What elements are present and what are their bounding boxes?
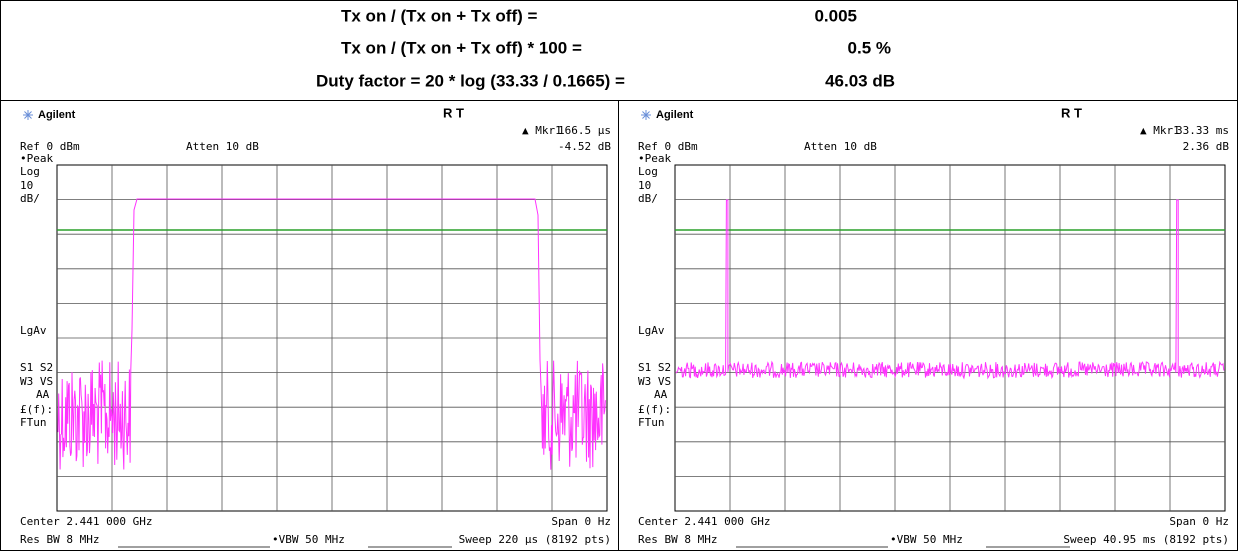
- formula-label: Duty factor = 20 * log (33.33 / 0.1665) …: [316, 71, 625, 90]
- screen-label: 10: [20, 179, 33, 192]
- formula-value: 46.03 dB: [825, 71, 895, 90]
- screen-label: •VBW 50 MHz: [890, 533, 963, 546]
- screen-label: R T: [1061, 105, 1082, 120]
- formula-label: Tx on / (Tx on + Tx off) =: [341, 6, 538, 25]
- formula-value: 0.5 %: [848, 38, 891, 57]
- screen-label: •VBW 50 MHz: [272, 533, 345, 546]
- screen-label: £(f):: [20, 403, 53, 416]
- screen-label: LgAv: [638, 324, 665, 337]
- screen-label: S1 S2: [20, 361, 53, 374]
- screen-label: Atten 10 dB: [804, 140, 877, 153]
- screen-label: £(f):: [638, 403, 671, 416]
- formula-value: 0.005: [814, 6, 857, 25]
- screen-label: •Peak: [20, 152, 53, 165]
- formula-label: Tx on / (Tx on + Tx off) * 100 =: [341, 38, 582, 57]
- screen-label: dB/: [20, 192, 40, 205]
- screen-label: Sweep 220 μs (8192 pts): [459, 533, 611, 546]
- screen-label: Center 2.441 000 GHz: [638, 515, 770, 528]
- screen-label: 10: [638, 179, 651, 192]
- screen-label: dB/: [638, 192, 658, 205]
- screen-label: Center 2.441 000 GHz: [20, 515, 152, 528]
- trace: [675, 199, 1225, 380]
- trace: [57, 198, 606, 470]
- screen-label: 166.5 μs: [558, 124, 611, 137]
- screen-label: Res BW 8 MHz: [638, 533, 717, 546]
- screen-label: R T: [443, 105, 464, 120]
- screen-label: Ref 0 dBm: [20, 140, 80, 153]
- screen-label: Ref 0 dBm: [638, 140, 698, 153]
- screen-label: LgAv: [20, 324, 47, 337]
- screen-label: -4.52 dB: [558, 140, 611, 153]
- brand-icon: [642, 111, 650, 119]
- screen-label: Agilent: [38, 109, 76, 121]
- screen-label: •Peak: [638, 152, 671, 165]
- screen-label: AA: [654, 388, 668, 401]
- screen-label: FTun: [20, 416, 47, 429]
- screen-label: FTun: [638, 416, 665, 429]
- screen-label: Sweep 40.95 ms (8192 pts): [1063, 533, 1229, 546]
- screen-label: Agilent: [656, 109, 694, 121]
- screen-label: Res BW 8 MHz: [20, 533, 99, 546]
- screen-label: Span 0 Hz: [551, 515, 611, 528]
- screen-label: 2.36 dB: [1183, 140, 1230, 153]
- screen-label: S1 S2: [638, 361, 671, 374]
- screen-label: ▲ Mkr1: [522, 124, 562, 137]
- screen-label: Log: [638, 165, 658, 178]
- screen-label: Span 0 Hz: [1169, 515, 1229, 528]
- screen-label: ▲ Mkr1: [1140, 124, 1180, 137]
- brand-icon: [24, 111, 32, 119]
- screen-label: W3 VS: [20, 375, 53, 388]
- screen-label: 33.33 ms: [1176, 124, 1229, 137]
- screen-label: Atten 10 dB: [186, 140, 259, 153]
- screen-label: Log: [20, 165, 40, 178]
- screen-label: AA: [36, 388, 50, 401]
- screen-label: W3 VS: [638, 375, 671, 388]
